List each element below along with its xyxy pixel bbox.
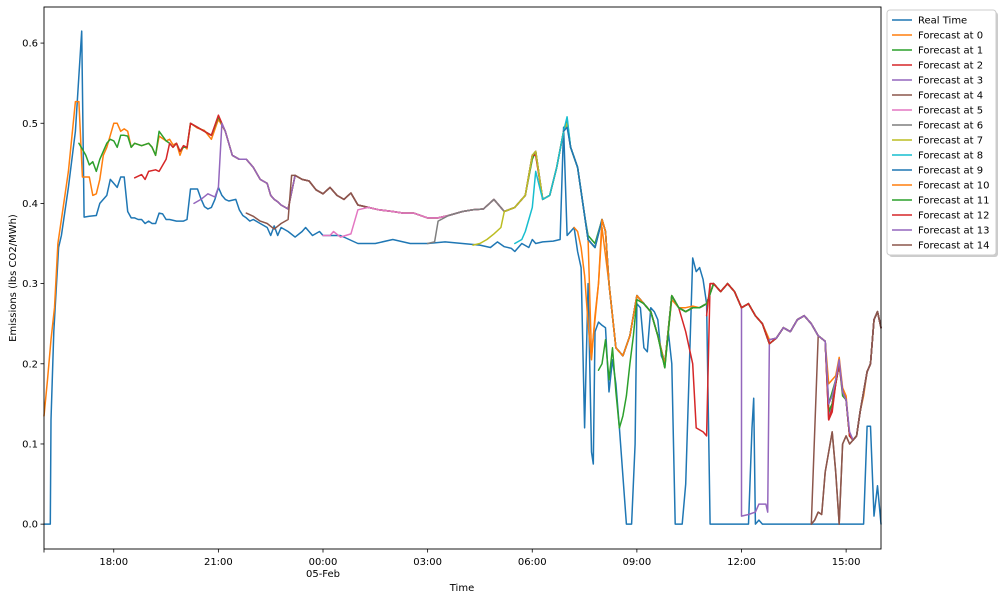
y-tick-label: 0.3: [22, 279, 38, 290]
legend-label-forecast-at-0: Forecast at 0: [918, 31, 983, 42]
series-layer: [43, 30, 882, 525]
x-tick-label: 00:00: [309, 557, 338, 568]
x-tick-label: 21:00: [204, 557, 233, 568]
x-tick-label: 06:00: [518, 557, 547, 568]
y-axis-ticks: 0.0 0.1 0.2 0.3 0.4 0.5 0.6: [22, 39, 44, 531]
legend-label-forecast-at-9: Forecast at 9: [918, 166, 983, 177]
legend-label-forecast-at-4: Forecast at 4: [918, 91, 983, 102]
legend-label-forecast-at-12: Forecast at 12: [918, 211, 989, 222]
plot-area: [44, 7, 881, 549]
legend-items: Real Time Forecast at 0 Forecast at 1 Forec…: [892, 16, 989, 252]
y-tick-label: 0.5: [22, 119, 38, 130]
axes-frame: [43, 6, 882, 550]
legend-label-forecast-at-1: Forecast at 1: [918, 46, 983, 57]
legend-label-forecast-at-10: Forecast at 10: [918, 181, 989, 192]
series-line-real-time: [43, 30, 882, 525]
x-tick-label: 15:00: [832, 557, 861, 568]
legend-label-forecast-at-11: Forecast at 11: [918, 196, 989, 207]
legend-label-forecast-at-5: Forecast at 5: [918, 106, 983, 117]
y-tick-label: 0.0: [22, 520, 38, 531]
legend-box: [886, 9, 997, 256]
x-tick-sublabel: 05-Feb: [306, 569, 340, 580]
legend-label-forecast-at-3: Forecast at 3: [918, 76, 983, 87]
legend-label-forecast-at-6: Forecast at 6: [918, 121, 983, 132]
legend-label-forecast-at-8: Forecast at 8: [918, 151, 983, 162]
legend-label-forecast-at-2: Forecast at 2: [918, 61, 983, 72]
y-axis-label: Emissions (lbs CO2/MWh): [8, 214, 19, 342]
legend-label-real-time: Real Time: [918, 16, 967, 27]
y-tick-label: 0.6: [22, 39, 38, 50]
x-axis-label: Time: [449, 583, 474, 594]
legend-label-forecast-at-7: Forecast at 7: [918, 136, 983, 147]
x-tick-label: 03:00: [413, 557, 442, 568]
x-tick-label: 09:00: [622, 557, 651, 568]
x-tick-label: 18:00: [99, 557, 128, 568]
legend-label-forecast-at-14: Forecast at 14: [918, 241, 989, 252]
x-tick-label: 12:00: [727, 557, 756, 568]
legend-label-forecast-at-13: Forecast at 13: [918, 226, 989, 237]
y-tick-label: 0.2: [22, 359, 38, 370]
legend: Real Time Forecast at 0 Forecast at 1 Forec…: [886, 9, 998, 257]
y-tick-label: 0.1: [22, 439, 38, 450]
y-tick-label: 0.4: [22, 199, 38, 210]
series-line-forecast-at-14: [810, 310, 882, 525]
